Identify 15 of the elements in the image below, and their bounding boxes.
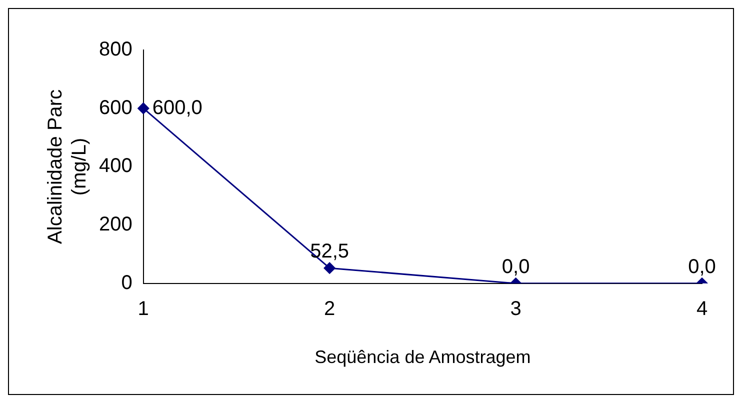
y-tick-label: 0 [121, 272, 132, 294]
x-tick-label: 3 [510, 298, 522, 320]
y-tick-label: 600 [98, 96, 132, 119]
y-tick-label: 200 [98, 214, 132, 236]
x-tick-label: 1 [138, 298, 149, 320]
x-axis-title: Seqüência de Amostragem [314, 347, 531, 368]
y-tick-label: 800 [98, 38, 132, 61]
y-tick-label: 400 [98, 155, 132, 178]
data-label: 600,0 [152, 96, 202, 119]
x-tick-label: 4 [696, 298, 708, 320]
data-label: 0,0 [688, 256, 716, 278]
y-axis-title: Alcalinidade Parc (mg/L) [44, 89, 91, 244]
data-label: 0,0 [502, 256, 530, 278]
data-label: 52,5 [310, 240, 350, 263]
x-tick-label: 2 [324, 298, 336, 320]
